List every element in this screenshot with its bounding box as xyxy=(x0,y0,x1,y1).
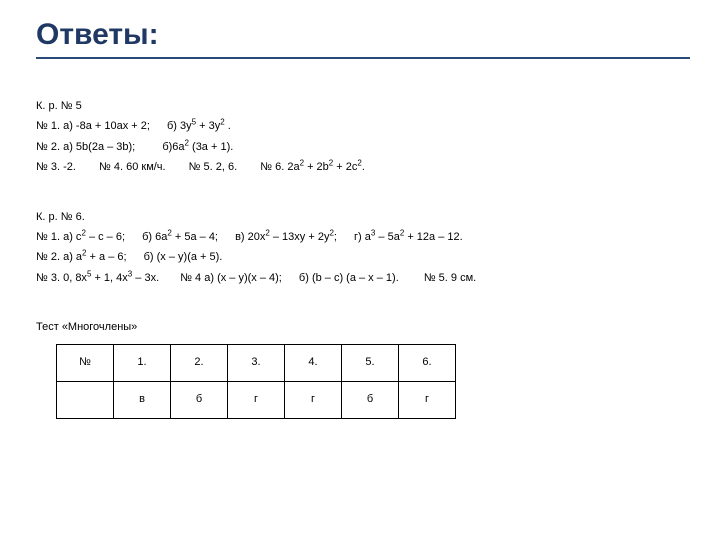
kr6-2b: б) (x – y)(a + 5). xyxy=(144,251,223,263)
table-cell: 2. xyxy=(171,344,228,381)
kr6-1c: в) 20x2 – 13xy + 2y2; xyxy=(235,230,337,245)
table-cell: № xyxy=(57,344,114,381)
answer-table: № 1. 2. 3. 4. 5. 6. в б г г б г xyxy=(56,344,456,419)
kr6-line2: № 2. а) a2 + a – 6; б) (x – y)(a + 5). xyxy=(36,250,690,265)
table-cell: г xyxy=(285,381,342,418)
kr6-1d: г) a3 – 5a2 + 12a – 12. xyxy=(354,231,463,243)
page-title: Ответы: xyxy=(36,18,690,59)
kr6-heading: К. р. № 6. xyxy=(36,210,690,225)
kr6-3c: б) (b – c) (a – x – 1). xyxy=(299,271,399,286)
kr5-3a: № 3. -2. xyxy=(36,160,76,175)
kr6-line1: № 1. а) c2 – c – 6; б) 6a2 + 5a – 4; в) … xyxy=(36,230,690,245)
kr6-3b: № 4 а) (x – y)(x – 4); xyxy=(180,271,282,286)
kr5-2a: № 2. а) 5b(2a – 3b); xyxy=(36,140,135,155)
kr5-3b: № 4. 60 км/ч. xyxy=(99,160,166,175)
table-cell: б xyxy=(342,381,399,418)
table-cell xyxy=(57,381,114,418)
test-block: Тест «Многочлены» № 1. 2. 3. 4. 5. 6. в … xyxy=(36,320,690,418)
kr6-3a: № 3. 0, 8x5 + 1, 4x3 – 3x. xyxy=(36,271,159,286)
kr5-heading: К. р. № 5 xyxy=(36,99,690,114)
kr5-line1: № 1. а) -8a + 10ax + 2; б) 3y5 + 3y2 . xyxy=(36,119,690,134)
kr6-1a: № 1. а) c2 – c – 6; xyxy=(36,230,125,245)
kr5-3c: № 5. 2, 6. xyxy=(189,160,238,175)
table-cell: в xyxy=(114,381,171,418)
test-heading: Тест «Многочлены» xyxy=(36,320,690,335)
table-cell: 1. xyxy=(114,344,171,381)
table-cell: г xyxy=(228,381,285,418)
table-cell: 3. xyxy=(228,344,285,381)
kr5-block: К. р. № 5 № 1. а) -8a + 10ax + 2; б) 3y5… xyxy=(36,99,690,176)
kr6-line3: № 3. 0, 8x5 + 1, 4x3 – 3x. № 4 а) (x – y… xyxy=(36,271,690,286)
kr5-line2: № 2. а) 5b(2a – 3b); б)6a2 (3a + 1). xyxy=(36,140,690,155)
table-cell: г xyxy=(399,381,456,418)
kr6-block: К. р. № 6. № 1. а) c2 – c – 6; б) 6a2 + … xyxy=(36,210,690,287)
table-cell: 5. xyxy=(342,344,399,381)
kr6-2a: № 2. а) a2 + a – 6; xyxy=(36,250,127,265)
table-row-answers: в б г г б г xyxy=(57,381,456,418)
table-cell: б xyxy=(171,381,228,418)
kr5-3d: № 6. 2a2 + 2b2 + 2c2. xyxy=(260,161,365,173)
table-cell: 6. xyxy=(399,344,456,381)
kr6-1b: б) 6a2 + 5a – 4; xyxy=(142,230,218,245)
kr5-2b: б)6a2 (3a + 1). xyxy=(162,141,233,153)
table-cell: 4. xyxy=(285,344,342,381)
kr5-line3: № 3. -2. № 4. 60 км/ч. № 5. 2, 6. № 6. 2… xyxy=(36,160,690,175)
kr6-3d: № 5. 9 см. xyxy=(424,272,476,284)
table-row-header: № 1. 2. 3. 4. 5. 6. xyxy=(57,344,456,381)
kr5-1b: б) 3y5 + 3y2 . xyxy=(167,120,231,132)
kr5-1a: № 1. а) -8a + 10ax + 2; xyxy=(36,119,150,134)
